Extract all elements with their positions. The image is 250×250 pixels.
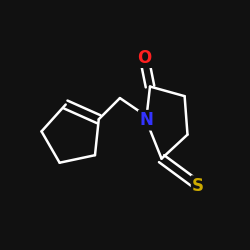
Text: S: S [192,176,204,194]
Text: N: N [139,111,153,129]
Text: O: O [137,49,151,67]
